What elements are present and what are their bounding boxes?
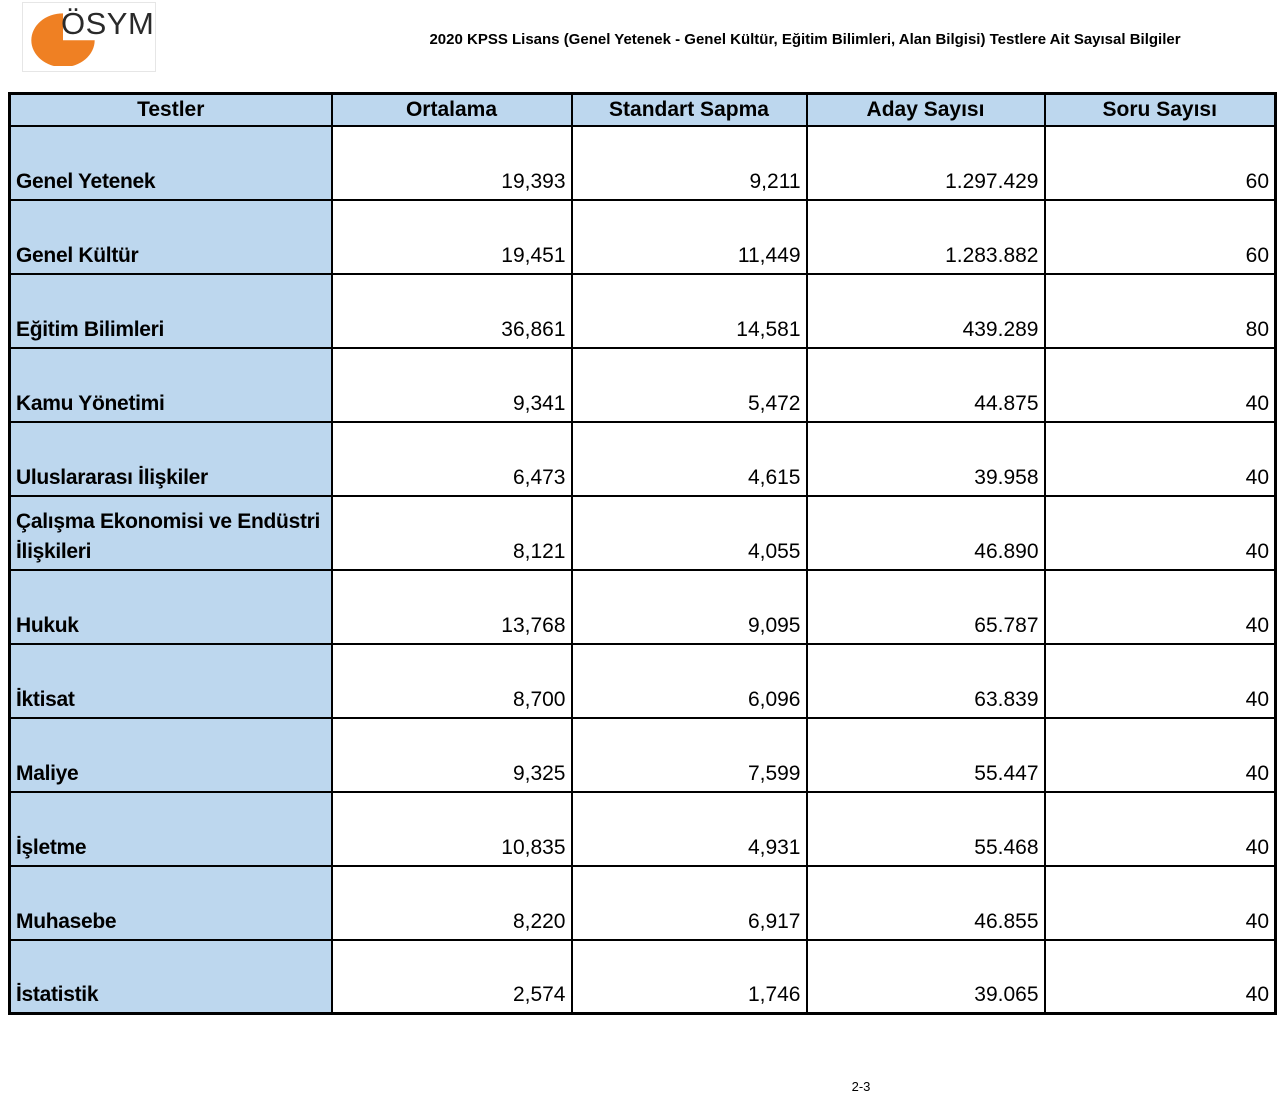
- ortalama-cell: 19,451: [330, 198, 573, 275]
- table-row: İktisat 8,700 6,096 63.839 40: [8, 642, 1277, 719]
- standart-sapma-cell: 11,449: [570, 198, 808, 275]
- aday-sayisi-cell: 46.890: [805, 494, 1046, 571]
- table-row: İşletme 10,835 4,931 55.468 40: [8, 790, 1277, 867]
- soru-sayisi-cell: 80: [1043, 272, 1277, 349]
- test-name-cell: Kamu Yönetimi: [8, 346, 333, 423]
- soru-sayisi-cell: 60: [1043, 198, 1277, 275]
- ortalama-cell: 2,574: [330, 938, 573, 1015]
- table-row: Kamu Yönetimi 9,341 5,472 44.875 40: [8, 346, 1277, 423]
- ortalama-cell: 36,861: [330, 272, 573, 349]
- standart-sapma-cell: 4,615: [570, 420, 808, 497]
- aday-sayisi-cell: 39.958: [805, 420, 1046, 497]
- standart-sapma-cell: 14,581: [570, 272, 808, 349]
- column-header-aday-sayisi: Aday Sayısı: [805, 92, 1046, 127]
- test-name-cell: Muhasebe: [8, 864, 333, 941]
- table-header-row: Testler Ortalama Standart Sapma Aday Say…: [8, 92, 1277, 127]
- soru-sayisi-cell: 40: [1043, 568, 1277, 645]
- soru-sayisi-cell: 40: [1043, 642, 1277, 719]
- statistics-table: Testler Ortalama Standart Sapma Aday Say…: [8, 92, 1277, 1015]
- ortalama-cell: 8,220: [330, 864, 573, 941]
- standart-sapma-cell: 5,472: [570, 346, 808, 423]
- osym-logo-text: ÖSYM: [61, 6, 155, 41]
- table-row: Maliye 9,325 7,599 55.447 40: [8, 716, 1277, 793]
- table-row: Eğitim Bilimleri 36,861 14,581 439.289 80: [8, 272, 1277, 349]
- soru-sayisi-cell: 40: [1043, 494, 1277, 571]
- ortalama-cell: 9,341: [330, 346, 573, 423]
- table-row: Hukuk 13,768 9,095 65.787 40: [8, 568, 1277, 645]
- aday-sayisi-cell: 439.289: [805, 272, 1046, 349]
- test-name-cell: İşletme: [8, 790, 333, 867]
- ortalama-cell: 6,473: [330, 420, 573, 497]
- table-body: Genel Yetenek 19,393 9,211 1.297.429 60 Genel…: [8, 124, 1277, 1015]
- ortalama-cell: 8,121: [330, 494, 573, 571]
- ortalama-cell: 13,768: [330, 568, 573, 645]
- soru-sayisi-cell: 40: [1043, 864, 1277, 941]
- standart-sapma-cell: 4,055: [570, 494, 808, 571]
- standart-sapma-cell: 9,095: [570, 568, 808, 645]
- page-title: 2020 KPSS Lisans (Genel Yetenek - Genel …: [429, 31, 1181, 48]
- test-name-cell: İktisat: [8, 642, 333, 719]
- test-name-cell: Eğitim Bilimleri: [8, 272, 333, 349]
- standart-sapma-cell: 1,746: [570, 938, 808, 1015]
- column-header-standart-sapma: Standart Sapma: [570, 92, 808, 127]
- table-row: Genel Yetenek 19,393 9,211 1.297.429 60: [8, 124, 1277, 201]
- ortalama-cell: 9,325: [330, 716, 573, 793]
- pie-shape: [31, 13, 95, 66]
- table-row: Uluslararası İlişkiler 6,473 4,615 39.958 40: [8, 420, 1277, 497]
- test-name-cell: Hukuk: [8, 568, 333, 645]
- table-row: Muhasebe 8,220 6,917 46.855 40: [8, 864, 1277, 941]
- aday-sayisi-cell: 44.875: [805, 346, 1046, 423]
- standart-sapma-cell: 9,211: [570, 124, 808, 201]
- soru-sayisi-cell: 40: [1043, 716, 1277, 793]
- page-number: 2-3: [851, 1079, 871, 1094]
- soru-sayisi-cell: 40: [1043, 938, 1277, 1015]
- osym-pie-icon: [31, 13, 95, 66]
- test-name-cell: İstatistik: [8, 938, 333, 1015]
- aday-sayisi-cell: 1.283.882: [805, 198, 1046, 275]
- soru-sayisi-cell: 40: [1043, 346, 1277, 423]
- column-header-ortalama: Ortalama: [330, 92, 573, 127]
- aday-sayisi-cell: 46.855: [805, 864, 1046, 941]
- aday-sayisi-cell: 39.065: [805, 938, 1046, 1015]
- test-name-cell: Genel Yetenek: [8, 124, 333, 201]
- standart-sapma-cell: 7,599: [570, 716, 808, 793]
- soru-sayisi-cell: 40: [1043, 420, 1277, 497]
- test-name-cell: Genel Kültür: [8, 198, 333, 275]
- ortalama-cell: 10,835: [330, 790, 573, 867]
- column-header-soru-sayisi: Soru Sayısı: [1043, 92, 1277, 127]
- aday-sayisi-cell: 55.447: [805, 716, 1046, 793]
- aday-sayisi-cell: 55.468: [805, 790, 1046, 867]
- aday-sayisi-cell: 65.787: [805, 568, 1046, 645]
- test-name-cell: Çalışma Ekonomisi ve Endüstri İlişkileri: [8, 494, 333, 571]
- table-row: Genel Kültür 19,451 11,449 1.283.882 60: [8, 198, 1277, 275]
- soru-sayisi-cell: 60: [1043, 124, 1277, 201]
- ortalama-cell: 8,700: [330, 642, 573, 719]
- soru-sayisi-cell: 40: [1043, 790, 1277, 867]
- test-name-cell: Maliye: [8, 716, 333, 793]
- table-row: Çalışma Ekonomisi ve Endüstri İlişkileri…: [8, 494, 1277, 571]
- aday-sayisi-cell: 1.297.429: [805, 124, 1046, 201]
- table-row: İstatistik 2,574 1,746 39.065 40: [8, 938, 1277, 1015]
- test-name-cell: Uluslararası İlişkiler: [8, 420, 333, 497]
- ortalama-cell: 19,393: [330, 124, 573, 201]
- standart-sapma-cell: 6,917: [570, 864, 808, 941]
- standart-sapma-cell: 4,931: [570, 790, 808, 867]
- column-header-testler: Testler: [8, 92, 333, 127]
- osym-logo: ÖSYM: [22, 2, 156, 72]
- aday-sayisi-cell: 63.839: [805, 642, 1046, 719]
- standart-sapma-cell: 6,096: [570, 642, 808, 719]
